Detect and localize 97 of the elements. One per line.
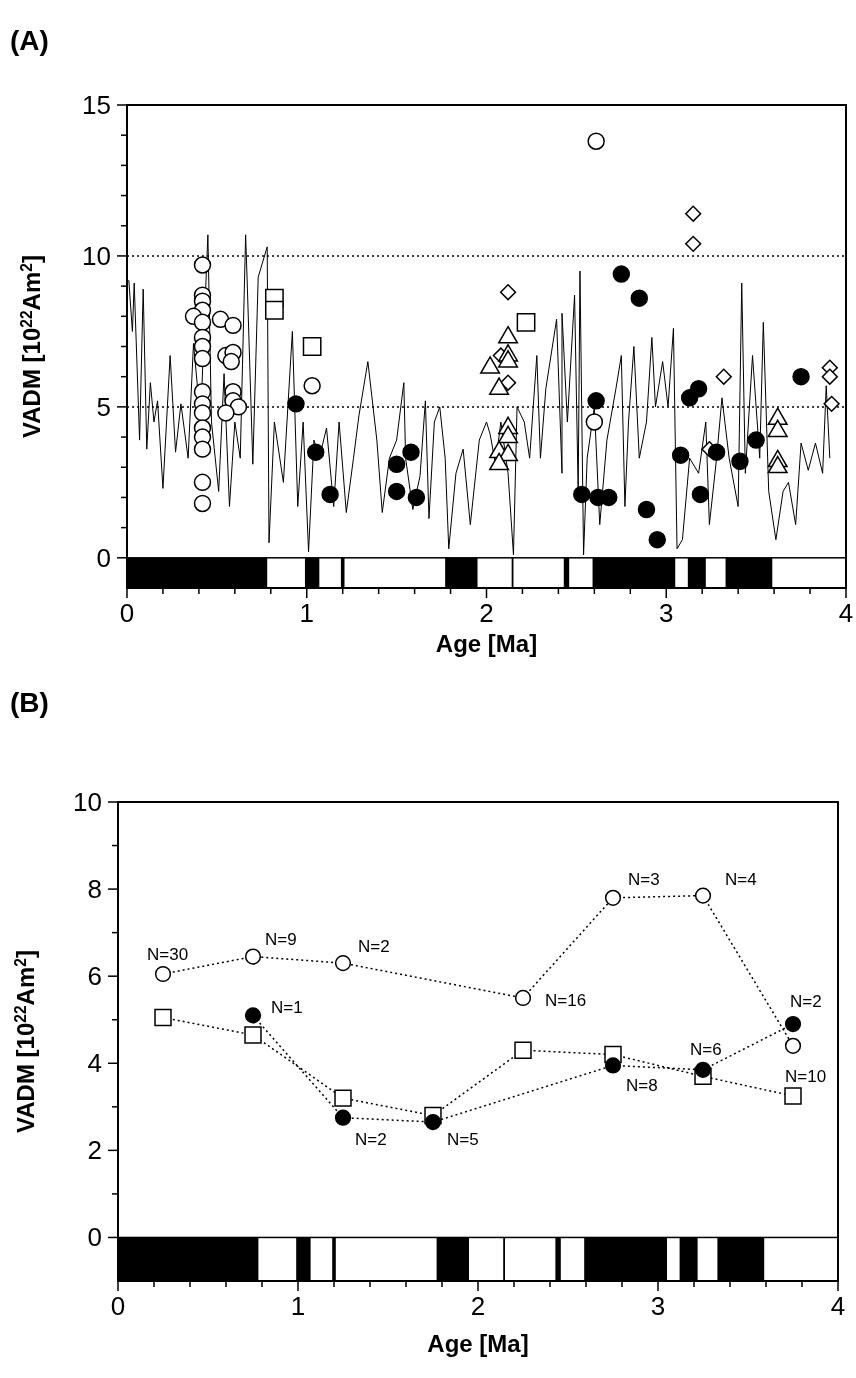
- y-tick-label: 2: [87, 1135, 102, 1166]
- point: [514, 989, 532, 1007]
- x-axis-title: Age [Ma]: [435, 630, 538, 657]
- x-tick-label: 4: [838, 598, 854, 628]
- point: [637, 500, 656, 519]
- point: [222, 352, 240, 371]
- point: [585, 413, 604, 431]
- annotation: N=10: [785, 1066, 827, 1086]
- y-tick-label: 15: [82, 90, 111, 120]
- point: [731, 452, 749, 470]
- point: [587, 392, 605, 410]
- point: [287, 395, 305, 413]
- annotation: N=1: [271, 998, 303, 1018]
- point: [387, 482, 406, 501]
- point: [334, 1109, 352, 1126]
- point: [334, 955, 352, 972]
- y-tick-label: 5: [96, 391, 111, 422]
- annotation: N=8: [626, 1076, 658, 1096]
- point: [685, 235, 702, 253]
- y-tick-label: 6: [87, 961, 102, 992]
- point: [707, 443, 726, 461]
- point: [154, 965, 172, 983]
- point: [689, 380, 708, 398]
- point: [407, 488, 426, 507]
- point: [193, 404, 212, 422]
- x-axis-title: Age [Ma]: [427, 1330, 529, 1357]
- point: [303, 377, 321, 395]
- x-tick-label: 3: [650, 1291, 666, 1321]
- annotation: N=3: [628, 869, 660, 889]
- point: [784, 1087, 802, 1105]
- point: [302, 337, 322, 356]
- y-tick-label: 0: [87, 1222, 102, 1253]
- point: [307, 443, 325, 461]
- point: [784, 1015, 802, 1033]
- point: [792, 367, 810, 386]
- point: [321, 485, 339, 504]
- point: [224, 316, 242, 335]
- point: [244, 948, 262, 965]
- x-tick-label: 2: [479, 598, 494, 628]
- point: [747, 431, 765, 449]
- y-tick-label: 8: [87, 874, 102, 905]
- point: [244, 1007, 262, 1024]
- annotation: N=2: [790, 992, 822, 1012]
- point: [784, 1037, 802, 1054]
- point: [604, 889, 622, 906]
- x-tick-label: 1: [290, 1291, 306, 1321]
- x-tick-label: 4: [830, 1291, 846, 1321]
- annotation: N=5: [447, 1130, 479, 1150]
- y-tick-label: 4: [87, 1048, 102, 1079]
- point: [671, 446, 690, 464]
- x-tick-label: 2: [470, 1291, 486, 1321]
- point: [424, 1113, 442, 1131]
- point: [514, 1041, 532, 1059]
- point: [217, 404, 235, 422]
- point: [193, 313, 212, 332]
- point: [387, 455, 406, 473]
- point: [499, 284, 517, 301]
- point: [264, 300, 284, 320]
- x-tick-label: 0: [119, 598, 135, 628]
- point: [821, 368, 838, 385]
- point: [193, 256, 212, 274]
- annotation: N=9: [265, 929, 297, 949]
- y-tick-label: 0: [96, 542, 111, 573]
- point: [604, 1057, 622, 1074]
- point: [587, 132, 605, 150]
- point: [516, 312, 536, 332]
- point: [334, 1089, 352, 1107]
- x-tick-label: 3: [659, 598, 674, 628]
- point: [694, 1061, 712, 1078]
- point: [193, 473, 212, 492]
- annotation: N=30: [147, 945, 189, 964]
- point: [193, 349, 212, 368]
- point: [612, 265, 631, 283]
- point: [715, 368, 732, 385]
- point: [154, 1008, 172, 1027]
- point: [244, 1026, 262, 1044]
- point: [630, 289, 649, 307]
- annotation: N=4: [725, 869, 757, 889]
- chart-title: (A): [10, 25, 49, 56]
- point: [499, 374, 517, 391]
- y-tick-label: 10: [82, 240, 111, 271]
- chart-title: (B): [10, 687, 49, 718]
- point: [402, 443, 420, 461]
- annotation: N=16: [545, 990, 587, 1010]
- annotation: N=6: [690, 1039, 722, 1059]
- point: [193, 494, 212, 513]
- point: [193, 440, 212, 458]
- point: [823, 395, 840, 413]
- point: [685, 205, 702, 222]
- annotation: N=2: [355, 1129, 387, 1149]
- point: [694, 887, 712, 904]
- point: [648, 530, 666, 549]
- point: [573, 485, 591, 504]
- x-tick-label: 1: [299, 598, 314, 628]
- y-tick-label: 10: [73, 787, 102, 817]
- annotation: N=2: [358, 937, 390, 957]
- point: [691, 485, 710, 504]
